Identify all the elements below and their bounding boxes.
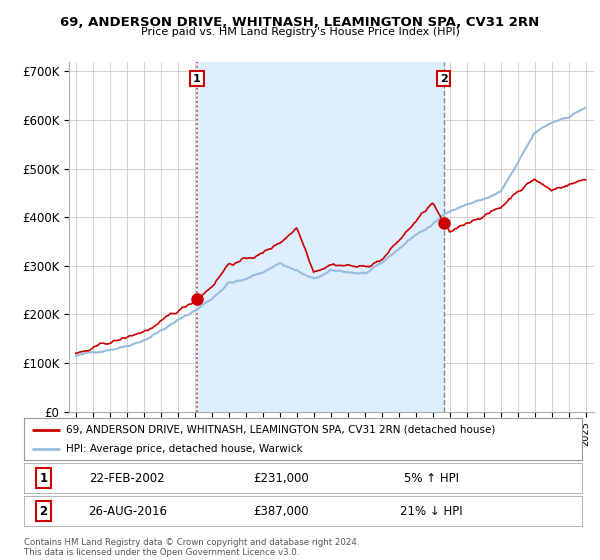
Bar bbox=[197, 62, 443, 412]
Text: 69, ANDERSON DRIVE, WHITNASH, LEAMINGTON SPA, CV31 2RN: 69, ANDERSON DRIVE, WHITNASH, LEAMINGTON… bbox=[61, 16, 539, 29]
Text: 5% ↑ HPI: 5% ↑ HPI bbox=[404, 472, 459, 485]
Text: 2: 2 bbox=[440, 73, 448, 83]
Text: £231,000: £231,000 bbox=[253, 472, 308, 485]
Text: 1: 1 bbox=[193, 73, 201, 83]
Text: 1: 1 bbox=[40, 472, 47, 485]
Text: 69, ANDERSON DRIVE, WHITNASH, LEAMINGTON SPA, CV31 2RN (detached house): 69, ANDERSON DRIVE, WHITNASH, LEAMINGTON… bbox=[66, 424, 495, 435]
Text: Price paid vs. HM Land Registry's House Price Index (HPI): Price paid vs. HM Land Registry's House … bbox=[140, 27, 460, 37]
Text: 21% ↓ HPI: 21% ↓ HPI bbox=[400, 505, 463, 518]
Text: 2: 2 bbox=[40, 505, 47, 518]
Text: 26-AUG-2016: 26-AUG-2016 bbox=[88, 505, 167, 518]
Text: Contains HM Land Registry data © Crown copyright and database right 2024.
This d: Contains HM Land Registry data © Crown c… bbox=[24, 538, 359, 557]
Text: HPI: Average price, detached house, Warwick: HPI: Average price, detached house, Warw… bbox=[66, 444, 302, 454]
Text: £387,000: £387,000 bbox=[253, 505, 308, 518]
Text: 22-FEB-2002: 22-FEB-2002 bbox=[89, 472, 165, 485]
